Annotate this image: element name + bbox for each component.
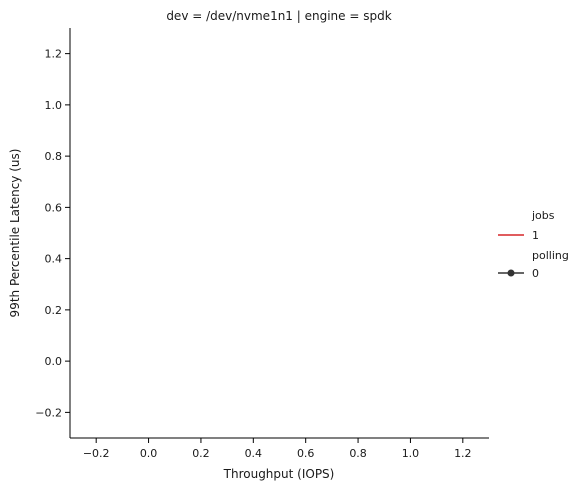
x-tick-label: 0.0 [140, 447, 158, 460]
y-axis-ticks: −0.2 0.0 0.2 0.4 0.6 0.8 1.0 1.2 [35, 48, 70, 419]
y-tick-label: −0.2 [35, 406, 62, 419]
y-tick-label: 0.6 [45, 201, 63, 214]
legend: jobs 1 polling 0 [498, 209, 569, 280]
y-tick-label: 0.4 [45, 253, 63, 266]
x-axis-title: Throughput (IOPS) [223, 467, 335, 481]
x-axis-ticks: −0.2 0.0 0.2 0.4 0.6 0.8 1.0 1.2 [83, 438, 472, 460]
y-tick-label: 1.0 [45, 99, 63, 112]
x-tick-label: 0.6 [297, 447, 315, 460]
x-tick-label: 0.2 [192, 447, 210, 460]
legend-title-jobs: jobs [531, 209, 555, 222]
y-tick-label: 1.2 [45, 48, 63, 61]
y-axis-title: 99th Percentile Latency (us) [8, 149, 22, 318]
legend-title-polling: polling [532, 249, 569, 262]
x-tick-label: 0.8 [349, 447, 367, 460]
x-tick-label: 1.0 [402, 447, 420, 460]
x-tick-label: 0.4 [245, 447, 263, 460]
x-tick-label: −0.2 [83, 447, 110, 460]
y-tick-label: 0.2 [45, 304, 63, 317]
legend-label-polling-0: 0 [532, 267, 539, 280]
y-tick-label: 0.0 [45, 355, 63, 368]
y-tick-label: 0.8 [45, 150, 63, 163]
facet-title: dev = /dev/nvme1n1 | engine = spdk [166, 9, 391, 23]
legend-label-jobs-1: 1 [532, 229, 539, 242]
x-tick-label: 1.2 [454, 447, 472, 460]
legend-marker-polling-0 [507, 269, 515, 277]
